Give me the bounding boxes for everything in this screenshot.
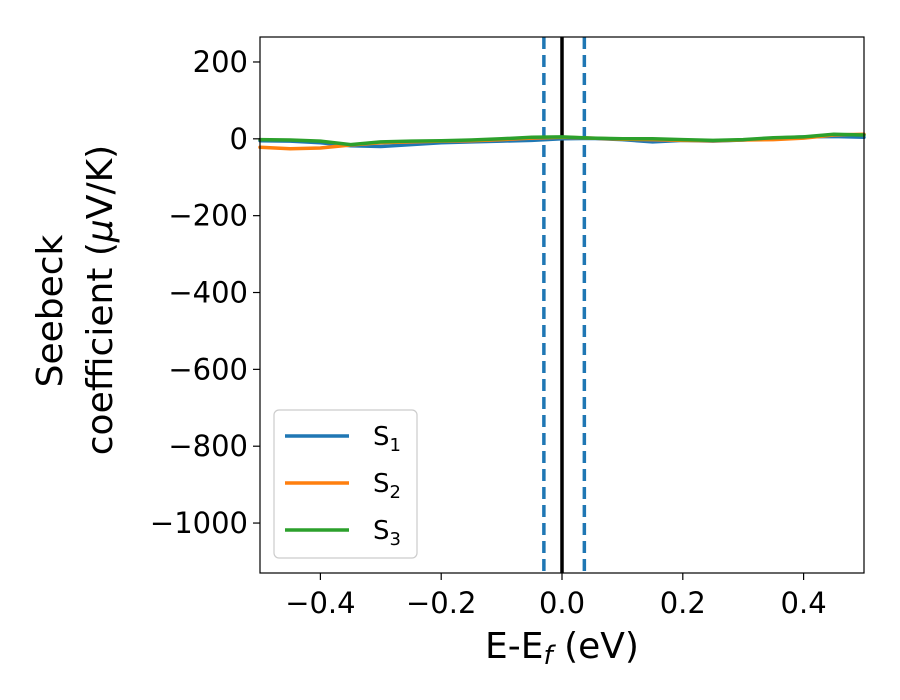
y-tick-label: 200: [193, 45, 248, 79]
y-tick-label: −400: [168, 276, 248, 310]
legend-label-s1: S1: [373, 422, 401, 456]
y-tick-label: −200: [168, 199, 248, 233]
x-tick-label: −0.2: [406, 586, 476, 620]
legend-label-s3: S3: [373, 516, 401, 550]
series-lines: [258, 132, 866, 151]
x-tick-label: 0.2: [660, 586, 706, 620]
x-tick-label: 0.4: [781, 586, 827, 620]
legend: S1 S2 S3: [273, 409, 418, 559]
x-axis-ticks: −0.4 −0.2 0.0 0.2 0.4: [285, 573, 827, 620]
x-tick-label: 0.0: [539, 586, 585, 620]
y-tick-label: −800: [168, 429, 248, 463]
series-line-s3: [258, 132, 866, 147]
y-tick-label: −600: [168, 352, 248, 386]
x-axis-label: E-Ef (eV): [485, 626, 639, 671]
legend-entries: S1 S2 S3: [285, 422, 401, 550]
vertical-lines: [542, 37, 587, 573]
y-axis-label-line2: coefficient (μV/K): [80, 145, 121, 455]
y-axis-label-line1: Seebeck: [30, 234, 71, 387]
y-tick-label: −1000: [150, 506, 248, 540]
y-axis-ticks: 200 0 −200 −400 −600 −800 −1000: [150, 45, 260, 540]
x-tick-label: −0.4: [285, 586, 355, 620]
legend-label-s2: S2: [373, 469, 401, 503]
y-tick-label: 0: [230, 122, 248, 156]
